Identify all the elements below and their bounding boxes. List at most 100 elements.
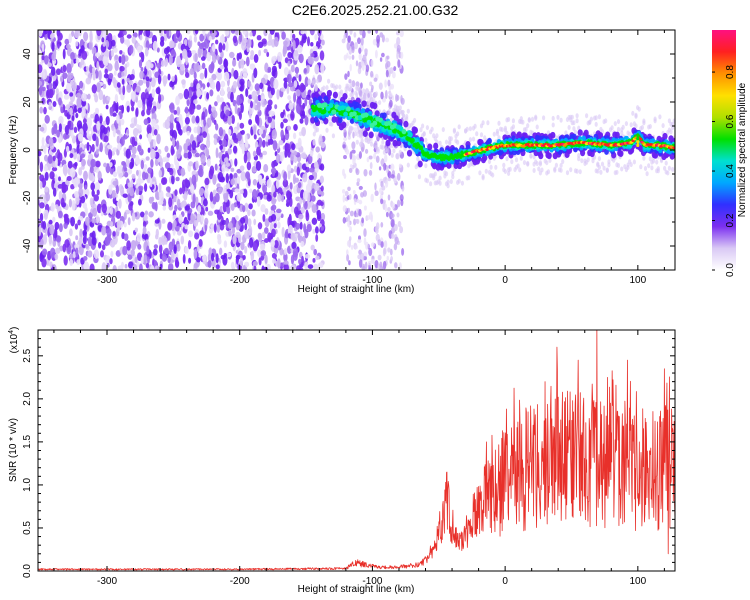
noise-cell bbox=[375, 30, 379, 34]
noise-cell bbox=[294, 66, 300, 74]
noise-cell bbox=[179, 187, 183, 195]
noise-cell bbox=[197, 205, 202, 214]
noise-cell bbox=[130, 91, 136, 101]
noise-cell bbox=[280, 111, 285, 119]
noise-cell bbox=[311, 217, 318, 225]
noise-cell bbox=[138, 198, 142, 206]
signal-halo-cell bbox=[481, 120, 485, 126]
noise-cell bbox=[185, 205, 190, 211]
noise-cell bbox=[69, 228, 73, 237]
noise-cell bbox=[77, 133, 84, 142]
noise-cell bbox=[137, 243, 142, 250]
noise-cell bbox=[204, 108, 208, 117]
noise-cell bbox=[102, 120, 107, 127]
noise-cell bbox=[170, 80, 176, 86]
noise-cell bbox=[44, 186, 49, 193]
signal-halo-cell bbox=[664, 160, 668, 166]
noise-cell bbox=[71, 199, 76, 211]
noise-cell bbox=[149, 178, 153, 188]
noise-cell bbox=[73, 126, 78, 134]
signal-halo-cell bbox=[435, 133, 439, 139]
noise-cell bbox=[316, 209, 322, 220]
noise-cell bbox=[217, 238, 222, 245]
noise-cell bbox=[390, 163, 395, 172]
noise-cell bbox=[147, 167, 152, 174]
noise-cell bbox=[401, 185, 405, 192]
noise-cell bbox=[51, 42, 55, 52]
noise-cell bbox=[363, 168, 368, 177]
noise-cell bbox=[139, 134, 143, 140]
signal-halo-cell bbox=[661, 123, 665, 129]
signal-halo-cell bbox=[510, 159, 514, 165]
noise-cell bbox=[178, 168, 182, 175]
noise-cell bbox=[242, 254, 246, 261]
noise-cell bbox=[287, 216, 291, 227]
noise-cell bbox=[112, 112, 117, 117]
noise-cell bbox=[89, 64, 93, 73]
noise-cell bbox=[138, 179, 144, 184]
noise-cell bbox=[295, 222, 301, 230]
noise-cell bbox=[387, 170, 392, 179]
noise-cell bbox=[128, 261, 134, 269]
noise-cell bbox=[230, 167, 235, 173]
noise-cell bbox=[192, 193, 196, 205]
signal-halo-cell bbox=[468, 126, 472, 132]
noise-cell bbox=[377, 254, 382, 261]
noise-cell bbox=[99, 115, 103, 124]
noise-cell bbox=[134, 256, 138, 263]
noise-cell bbox=[49, 88, 54, 99]
noise-cell bbox=[78, 30, 82, 37]
noise-cell bbox=[89, 197, 94, 207]
noise-cell bbox=[43, 145, 47, 155]
noise-cell bbox=[346, 254, 350, 262]
signal-halo-cell bbox=[594, 115, 598, 121]
signal-halo-cell bbox=[616, 163, 621, 168]
noise-cell bbox=[343, 136, 348, 142]
noise-cell bbox=[212, 110, 218, 119]
noise-cell bbox=[138, 79, 144, 86]
noise-cell bbox=[301, 32, 307, 44]
signal-halo-cell bbox=[575, 168, 579, 174]
noise-cell bbox=[368, 247, 373, 257]
noise-cell bbox=[292, 33, 296, 40]
noise-cell bbox=[87, 72, 92, 81]
noise-cell bbox=[254, 83, 260, 92]
signal-halo-cell bbox=[658, 114, 662, 120]
noise-cell bbox=[181, 200, 187, 207]
noise-cell bbox=[293, 206, 299, 215]
noise-cell bbox=[294, 177, 300, 183]
noise-cell bbox=[49, 247, 56, 258]
noise-cell bbox=[202, 30, 206, 36]
noise-cell bbox=[67, 160, 73, 169]
noise-cell bbox=[74, 243, 80, 249]
noise-cell bbox=[38, 47, 41, 56]
noise-cell bbox=[85, 243, 89, 249]
noise-cell bbox=[219, 97, 224, 103]
noise-cell bbox=[290, 254, 295, 265]
noise-cell bbox=[225, 162, 231, 167]
noise-cell bbox=[160, 59, 165, 67]
noise-cell bbox=[358, 185, 363, 190]
noise-cell bbox=[211, 252, 215, 262]
noise-cell bbox=[304, 97, 308, 107]
noise-cell bbox=[253, 125, 257, 137]
noise-cell bbox=[348, 79, 352, 84]
noise-cell bbox=[318, 262, 324, 269]
noise-cell bbox=[184, 106, 189, 114]
noise-cell bbox=[314, 84, 318, 93]
noise-cell bbox=[94, 181, 101, 192]
noise-cell bbox=[143, 214, 148, 222]
noise-cell bbox=[251, 166, 257, 173]
noise-cell bbox=[85, 130, 90, 137]
noise-cell bbox=[101, 262, 107, 270]
noise-cell bbox=[68, 198, 72, 208]
noise-cell bbox=[315, 146, 320, 153]
noise-cell bbox=[345, 148, 350, 155]
signal-halo-cell bbox=[325, 85, 329, 91]
noise-cell bbox=[142, 78, 147, 84]
noise-cell bbox=[62, 72, 68, 80]
signal-halo-cell bbox=[327, 78, 331, 84]
noise-cell bbox=[97, 241, 102, 249]
signal-halo-cell bbox=[467, 175, 471, 181]
noise-cell bbox=[189, 67, 194, 76]
